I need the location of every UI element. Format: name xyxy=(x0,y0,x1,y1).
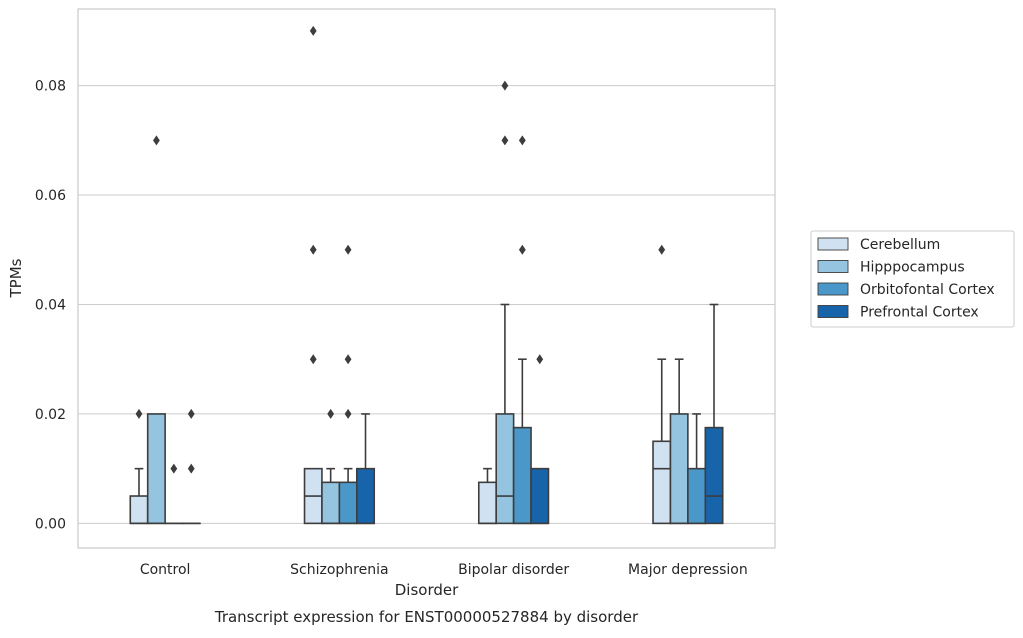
outlier-point xyxy=(502,135,509,145)
chart-caption: Transcript expression for ENST0000052788… xyxy=(214,608,639,626)
outlier-point xyxy=(170,464,177,474)
outlier-point xyxy=(310,245,317,255)
box-orbitofontal-cortex-3 xyxy=(688,414,705,523)
box-body xyxy=(130,496,147,523)
box-cerebellum-2 xyxy=(479,469,496,524)
box-body xyxy=(357,469,374,524)
y-tick-label: 0.06 xyxy=(35,188,66,204)
y-tick-label: 0.00 xyxy=(35,516,66,532)
outlier-point xyxy=(519,135,526,145)
y-tick-label: 0.08 xyxy=(35,79,66,95)
outlier-point xyxy=(327,409,334,419)
box-hipppocampus-1 xyxy=(322,409,339,523)
x-tick-label: Schizophrenia xyxy=(290,562,388,578)
legend-label: Hipppocampus xyxy=(860,260,965,276)
outlier-point xyxy=(136,409,143,419)
box-body xyxy=(531,469,548,524)
y-tick-label: 0.02 xyxy=(35,407,66,423)
box-hipppocampus-3 xyxy=(670,359,687,523)
outlier-point xyxy=(345,409,352,419)
legend-swatch xyxy=(818,261,848,273)
plot-area xyxy=(130,26,722,523)
box-body xyxy=(653,441,670,523)
box-body xyxy=(479,482,496,523)
box-hipppocampus-0 xyxy=(148,135,165,523)
x-tick-label: Control xyxy=(140,562,191,578)
outlier-point xyxy=(310,354,317,364)
outlier-point xyxy=(658,245,665,255)
y-tick-label: 0.04 xyxy=(35,297,66,313)
box-body xyxy=(496,414,513,523)
box-prefrontal-cortex-1 xyxy=(357,414,374,523)
outlier-point xyxy=(502,81,509,91)
x-axis-label: Disorder xyxy=(395,581,459,599)
box-body xyxy=(322,482,339,523)
outlier-point xyxy=(345,245,352,255)
legend-swatch xyxy=(818,238,848,250)
outlier-point xyxy=(345,354,352,364)
box-cerebellum-3 xyxy=(653,245,670,524)
legend-label: Cerebellum xyxy=(860,237,940,253)
legend-swatch xyxy=(818,283,848,295)
y-axis-ticks: 0.00 0.02 0.04 0.06 0.08 xyxy=(35,79,66,533)
box-hipppocampus-2 xyxy=(496,81,513,524)
legend-label: Orbitofontal Cortex xyxy=(860,282,995,298)
box-body xyxy=(688,469,705,524)
legend-label: Prefrontal Cortex xyxy=(860,305,979,321)
x-tick-label: Major depression xyxy=(628,562,748,578)
legend: Cerebellum Hipppocampus Orbitofontal Corte… xyxy=(811,231,1014,327)
y-axis-label: TPMs xyxy=(7,258,25,298)
outlier-point xyxy=(153,135,160,145)
outlier-point xyxy=(310,26,317,36)
outlier-point xyxy=(188,409,195,419)
legend-swatch xyxy=(818,306,848,318)
x-axis-ticks: Control Schizophrenia Bipolar disorder Majo… xyxy=(140,562,748,578)
box-body xyxy=(148,414,165,523)
outlier-point xyxy=(536,354,543,364)
box-cerebellum-0 xyxy=(130,409,147,523)
box-body xyxy=(705,428,722,524)
outlier-point xyxy=(519,245,526,255)
box-cerebellum-1 xyxy=(305,26,322,523)
x-tick-label: Bipolar disorder xyxy=(458,562,569,578)
box-orbitofontal-cortex-2 xyxy=(514,135,531,523)
box-body xyxy=(670,414,687,523)
box-orbitofontal-cortex-0 xyxy=(165,464,182,524)
box-body xyxy=(514,428,531,524)
box-prefrontal-cortex-2 xyxy=(531,354,548,523)
box-orbitofontal-cortex-1 xyxy=(339,245,356,524)
box-body xyxy=(339,482,356,523)
outlier-point xyxy=(188,464,195,474)
box-prefrontal-cortex-0 xyxy=(183,409,200,523)
